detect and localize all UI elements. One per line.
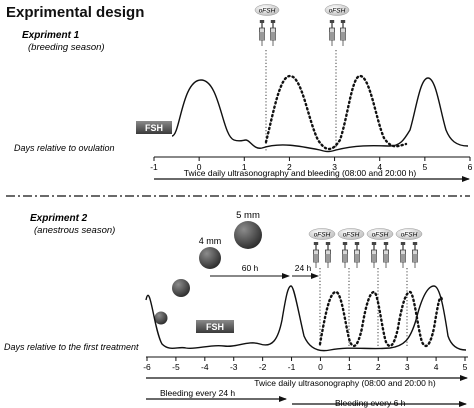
follicle-5mm xyxy=(234,221,262,249)
x-axis-tick-label: 5 xyxy=(422,162,427,172)
syringe-icon xyxy=(269,19,277,47)
fsh-curve-dotted xyxy=(264,74,408,151)
interval-60h-label: 60 h xyxy=(242,263,259,273)
follicle-4mm xyxy=(199,247,221,269)
ofsh-cap xyxy=(324,4,350,16)
follicle-small xyxy=(154,311,168,325)
bleeding-6h-label: Bleeding every 6 h xyxy=(335,398,406,408)
fsh-label: FSH xyxy=(206,322,224,332)
experiment-2-season: (anestrous season) xyxy=(34,225,115,236)
x-axis-tick-label: 1 xyxy=(347,362,352,372)
syringe-icon xyxy=(411,241,419,269)
x-axis-tick-label: 0 xyxy=(197,162,202,172)
follicle-5mm-label: 5 mm xyxy=(236,210,260,221)
injection-group-day-3: oFSH xyxy=(324,4,350,47)
injection-group-day-0: oFSH xyxy=(308,228,336,269)
ofsh-label: oFSH xyxy=(259,8,276,15)
follicle-4mm-label: 4 mm xyxy=(199,236,222,246)
x-axis-tick-label: 5 xyxy=(463,362,468,372)
page-title: Exprimental design xyxy=(6,4,144,21)
x-axis-tick-label: -3 xyxy=(230,362,238,372)
x-axis-tick-label: 2 xyxy=(287,162,292,172)
x-axis-tick-label: 3 xyxy=(405,362,410,372)
fsh-box xyxy=(136,121,172,134)
experiment-1-season: (breeding season) xyxy=(28,42,105,53)
x-axis-tick-label: 1 xyxy=(242,162,247,172)
syringe-icon xyxy=(258,19,266,47)
syringe-icon xyxy=(382,241,390,269)
injection-group-day-2: oFSH xyxy=(366,228,394,269)
axis-label-first-treatment: Days relative to the first treatment xyxy=(4,342,139,352)
x-axis-tick-label: 0 xyxy=(318,362,323,372)
x-axis-ticks: -1 0 1 2 3 4 5 6 xyxy=(150,157,473,172)
syringe-icon xyxy=(341,241,349,269)
syringe-icon xyxy=(324,241,332,269)
x-axis-tick-label: -6 xyxy=(143,362,151,372)
axis-label-ovulation: Days relative to ovulation xyxy=(14,143,115,153)
x-axis-tick-label: -2 xyxy=(259,362,267,372)
syringe-icon xyxy=(353,241,361,269)
x-axis-tick-label: 4 xyxy=(377,162,382,172)
ofsh-label: oFSH xyxy=(372,232,389,239)
bleeding-24h-label: Bleeding every 24 h xyxy=(160,388,235,398)
ofsh-cap xyxy=(395,228,423,240)
fsh-curve-solid xyxy=(145,285,467,352)
interval-24h-label: 24 h xyxy=(295,263,312,273)
ofsh-label: oFSH xyxy=(329,8,346,15)
ultrasonography-bleeding-label: Twice daily ultrasonography and bleeding… xyxy=(184,168,417,178)
syringe-icon xyxy=(339,19,347,47)
injection-groups-exp2: oFSH oFSH oFSH oFSH xyxy=(308,228,423,269)
ofsh-cap xyxy=(366,228,394,240)
syringe-icon xyxy=(399,241,407,269)
x-axis-tick-label: -5 xyxy=(172,362,180,372)
fsh-label: FSH xyxy=(145,123,163,133)
ofsh-label: oFSH xyxy=(343,232,360,239)
x-axis-tick-label: 2 xyxy=(376,362,381,372)
x-axis-tick-label: 4 xyxy=(434,362,439,372)
x-axis-ticks: -6 -5 -4 -3 -2 -1 0 1 2 3 4 5 xyxy=(143,357,468,372)
injection-group-day-1-5: oFSH xyxy=(254,4,280,47)
experiment-2-panel: Expriment 2 (anestrous season) 4 mm 5 mm… xyxy=(4,210,468,408)
syringe-icon xyxy=(312,241,320,269)
x-axis-tick-label: -4 xyxy=(201,362,209,372)
experiment-2-heading: Expriment 2 xyxy=(30,213,88,224)
fsh-curve-solid xyxy=(171,77,469,153)
fsh-box xyxy=(196,320,234,333)
x-axis-tick-label: 6 xyxy=(468,162,473,172)
x-axis-tick-label: -1 xyxy=(288,362,296,372)
ofsh-cap xyxy=(337,228,365,240)
ofsh-cap xyxy=(254,4,280,16)
experiment-1-heading: Expriment 1 xyxy=(22,30,80,41)
ofsh-label: oFSH xyxy=(314,232,331,239)
follicle-medium xyxy=(172,279,190,297)
ofsh-label: oFSH xyxy=(401,232,418,239)
syringe-icon xyxy=(328,19,336,47)
injection-group-day-1: oFSH xyxy=(337,228,365,269)
syringe-icon xyxy=(370,241,378,269)
ofsh-cap xyxy=(308,228,336,240)
injection-group-day-3: oFSH xyxy=(395,228,423,269)
ultrasonography-label: Twice daily ultrasonography (08:00 and 2… xyxy=(254,378,436,388)
x-axis-tick-label: 3 xyxy=(332,162,337,172)
experiment-1-panel: Expriment 1 (breeding season) oFSH oFSH … xyxy=(14,4,473,182)
x-axis-tick-label: -1 xyxy=(150,162,158,172)
fsh-curve-dotted xyxy=(318,290,444,348)
